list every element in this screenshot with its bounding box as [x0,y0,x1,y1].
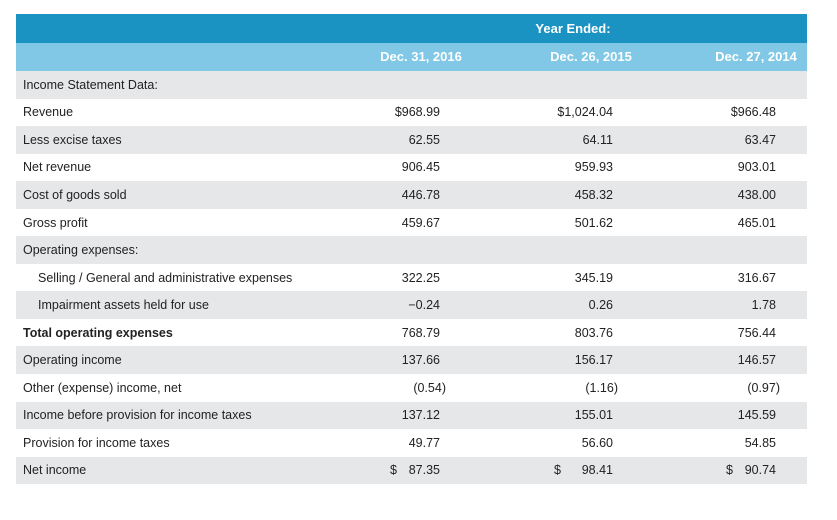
table-row: Provision for income taxes 49.77 56.60 5… [16,429,807,457]
value-2015: 64.11 [582,132,613,147]
table-row: Selling / General and administrative exp… [16,264,807,292]
value-2014: (0.97) [747,380,780,395]
row-label: Provision for income taxes [23,435,170,450]
row-label: Operating income [23,353,122,368]
value-2016: 137.12 [401,408,440,423]
value-2014: 54.85 [744,435,776,450]
value-2014: 903.01 [737,160,776,175]
value-2015: 501.62 [574,215,613,230]
table-row: Gross profit 459.67 501.62 465.01 [16,209,807,237]
value-2015: 803.76 [574,325,613,340]
value-2016: 62.55 [408,132,440,147]
value-2016: (0.54) [413,380,446,395]
row-label: Impairment assets held for use [38,298,209,313]
column-header-2015: Dec. 26, 2015 [550,49,632,64]
row-label: Income before provision for income taxes [23,408,252,423]
value-2016: 446.78 [401,187,440,202]
value-2014: 146.57 [737,353,776,368]
column-header-row: Dec. 31, 2016 Dec. 26, 2015 Dec. 27, 201… [16,43,807,71]
value-2016: 49.77 [408,435,440,450]
value-2015: 98.41 [581,463,613,478]
value-2014: 63.47 [744,132,776,147]
table-row: Revenue $968.99 $1,024.04 $966.48 [16,99,807,127]
row-label: Gross profit [23,215,88,230]
currency-symbol-2014: $ [726,463,733,478]
value-2014: 1.78 [751,298,776,313]
table-row: Operating expenses: [16,236,807,264]
table-row: Other (expense) income, net (0.54) (1.16… [16,374,807,402]
table-row: Income before provision for income taxes… [16,401,807,430]
value-2015: 155.01 [574,408,613,423]
value-2015: 56.60 [581,435,613,450]
value-2016: 322.25 [401,270,440,285]
table-row: Impairment assets held for use −0.24 0.2… [16,291,807,319]
row-label: Selling / General and administrative exp… [38,270,293,285]
value-2014: $966.48 [730,105,776,120]
value-2016: 87.35 [408,463,440,478]
year-ended-title: Year Ended: [535,21,611,36]
value-2015: 345.19 [574,270,613,285]
net-income-row: Net income $ 87.35 $ 98.41 $ 90.74 [16,456,807,485]
table-row: Operating income 137.66 156.17 146.57 [16,346,807,375]
value-2016: $968.99 [394,105,440,120]
income-statement-table: Year Ended: Dec. 31, 2016 Dec. 26, 2015 … [16,14,807,485]
value-2015: 458.32 [574,187,613,202]
value-2014: 756.44 [737,325,776,340]
value-2015: 0.26 [588,298,613,313]
column-header-2016: Dec. 31, 2016 [380,49,462,64]
table-row: Income Statement Data: [16,71,807,99]
table-row: Less excise taxes 62.55 64.11 63.47 [16,126,807,154]
table-row: Net revenue 906.45 959.93 903.01 [16,154,807,182]
currency-symbol-2016: $ [390,463,397,478]
row-label: Revenue [23,105,74,120]
column-header-2014: Dec. 27, 2014 [715,49,797,64]
value-2016: −0.24 [408,298,440,313]
value-2016: 768.79 [401,325,440,340]
value-2015: 156.17 [574,353,613,368]
table-row: Cost of goods sold 446.78 458.32 438.00 [16,181,807,209]
table-row: Total operating expenses 768.79 803.76 7… [16,319,807,347]
row-label: Other (expense) income, net [23,380,182,395]
value-2014: 438.00 [737,187,776,202]
row-label: Net revenue [23,160,92,175]
value-2016: 137.66 [401,353,440,368]
value-2015: 959.93 [574,160,613,175]
value-2015: $1,024.04 [557,105,613,120]
row-label: Income Statement Data: [23,77,158,92]
value-2014: 465.01 [737,215,776,230]
value-2014: 316.67 [737,270,776,285]
row-label: Less excise taxes [23,132,122,147]
year-ended-header: Year Ended: [16,14,807,43]
row-label: Cost of goods sold [23,187,127,202]
value-2015: (1.16) [585,380,618,395]
row-label: Operating expenses: [23,243,139,258]
value-2014: 90.74 [744,463,776,478]
value-2014: 145.59 [737,408,776,423]
row-label: Net income [23,463,87,478]
value-2016: 459.67 [401,215,440,230]
row-label: Total operating expenses [23,325,173,340]
currency-symbol-2015: $ [554,463,561,478]
value-2016: 906.45 [401,160,440,175]
